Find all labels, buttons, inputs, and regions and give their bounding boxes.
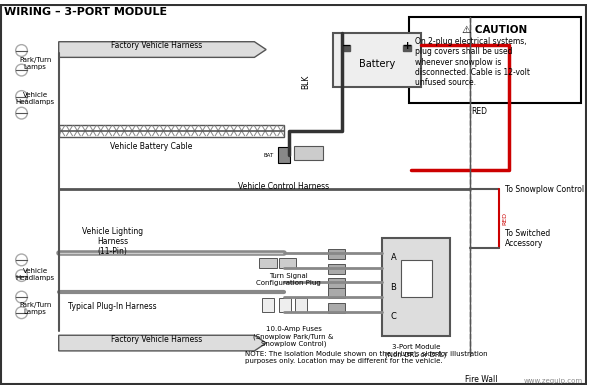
Text: Typical Plug-In Harness: Typical Plug-In Harness bbox=[68, 302, 157, 311]
FancyBboxPatch shape bbox=[409, 17, 581, 103]
Bar bbox=[328, 264, 346, 274]
Polygon shape bbox=[59, 335, 266, 351]
Bar bbox=[279, 298, 290, 312]
Text: +: + bbox=[403, 41, 412, 51]
Bar bbox=[401, 260, 433, 297]
Text: On 2-plug electrical systems,
plug covers shall be used
whenever snowplow is
dis: On 2-plug electrical systems, plug cover… bbox=[415, 37, 530, 87]
Text: 3-Port Module
(Non-DRL or DRL): 3-Port Module (Non-DRL or DRL) bbox=[385, 344, 446, 358]
Text: RED: RED bbox=[472, 107, 487, 116]
Bar bbox=[59, 125, 284, 136]
Text: Factory Vehicle Harness: Factory Vehicle Harness bbox=[111, 335, 202, 344]
Bar bbox=[279, 258, 296, 268]
Bar bbox=[259, 258, 277, 268]
Text: Vehicle Battery Cable: Vehicle Battery Cable bbox=[110, 142, 193, 151]
FancyBboxPatch shape bbox=[332, 33, 421, 87]
Bar bbox=[295, 298, 307, 312]
FancyBboxPatch shape bbox=[382, 238, 450, 336]
Text: −: − bbox=[341, 41, 351, 51]
Text: BAT: BAT bbox=[264, 153, 274, 158]
Bar bbox=[328, 288, 346, 298]
Text: WIRING – 3-PORT MODULE: WIRING – 3-PORT MODULE bbox=[4, 7, 167, 18]
Text: Fire Wall: Fire Wall bbox=[465, 375, 497, 385]
Bar bbox=[403, 44, 411, 51]
Text: RED: RED bbox=[502, 212, 507, 225]
Text: Park/Turn
Lamps: Park/Turn Lamps bbox=[19, 302, 52, 315]
Text: BLK: BLK bbox=[302, 74, 311, 89]
Text: Vehicle Control Harness: Vehicle Control Harness bbox=[238, 182, 329, 191]
Text: NOTE: The Isolation Module shown on the driver’s side for illustration
purposes : NOTE: The Isolation Module shown on the … bbox=[245, 351, 487, 364]
Text: Battery: Battery bbox=[359, 59, 395, 69]
Text: A: A bbox=[391, 254, 396, 262]
Bar bbox=[278, 147, 290, 163]
Text: C: C bbox=[391, 312, 396, 321]
Text: ⚠ CAUTION: ⚠ CAUTION bbox=[463, 25, 528, 35]
Text: Vehicle
Headlamps: Vehicle Headlamps bbox=[16, 92, 55, 105]
Text: To Switched
Accessory: To Switched Accessory bbox=[505, 229, 550, 248]
Polygon shape bbox=[59, 42, 266, 57]
Text: 10.0-Amp Fuses
(Snowplow Park/Turn &
Snowplow Control): 10.0-Amp Fuses (Snowplow Park/Turn & Sno… bbox=[253, 326, 334, 347]
Bar bbox=[262, 298, 274, 312]
Text: Turn Signal
Configuration Plug: Turn Signal Configuration Plug bbox=[256, 273, 321, 285]
Text: To Snowplow Control: To Snowplow Control bbox=[505, 185, 584, 194]
Text: Park/Turn
Lamps: Park/Turn Lamps bbox=[19, 57, 52, 70]
Text: Factory Vehicle Harness: Factory Vehicle Harness bbox=[111, 41, 202, 50]
Bar bbox=[328, 303, 346, 313]
Text: B: B bbox=[391, 283, 396, 292]
Bar bbox=[343, 44, 350, 51]
Text: www.zequip.com: www.zequip.com bbox=[524, 378, 583, 384]
Bar bbox=[328, 249, 346, 259]
Text: Vehicle Lighting
Harness
(11-Pin): Vehicle Lighting Harness (11-Pin) bbox=[82, 227, 143, 257]
Text: Vehicle
Headlamps: Vehicle Headlamps bbox=[16, 268, 55, 281]
Bar bbox=[293, 146, 323, 160]
Bar bbox=[328, 278, 346, 288]
